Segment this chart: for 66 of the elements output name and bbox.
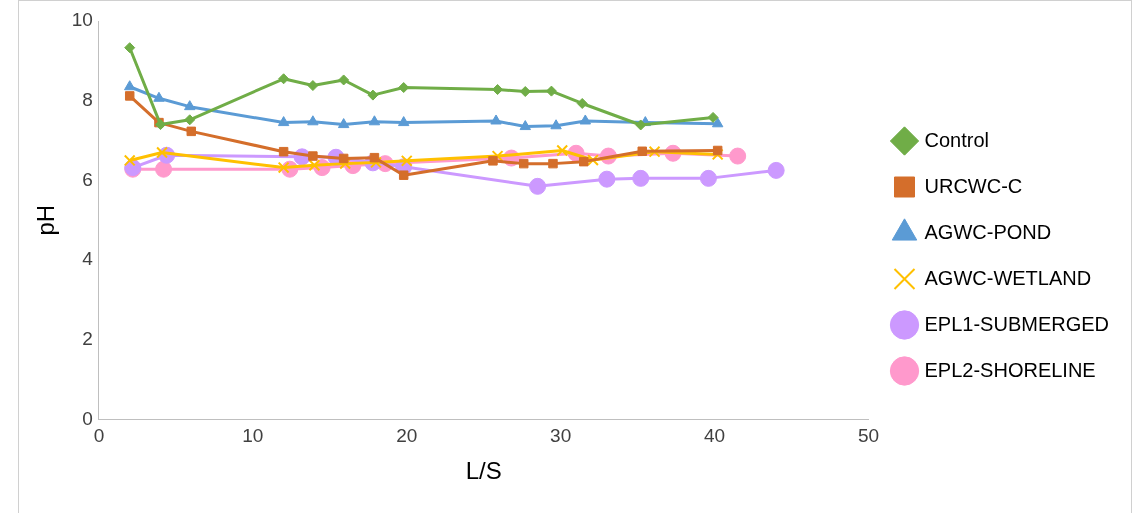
point	[186, 126, 197, 137]
legend-label: AGWC-WETLAND	[924, 266, 1092, 289]
point	[637, 146, 647, 157]
point	[648, 145, 661, 158]
point	[184, 114, 196, 126]
point	[153, 91, 165, 102]
point	[278, 73, 290, 85]
x-tick-label: 10	[242, 425, 264, 447]
y-tick-label: 0	[82, 407, 93, 429]
point	[277, 116, 290, 127]
point	[519, 120, 531, 131]
x-tick-label: 30	[550, 425, 572, 447]
point	[397, 116, 410, 127]
x-tick-label: 20	[396, 425, 418, 447]
legend-label: EPL2-SHORELINE	[924, 358, 1096, 381]
point	[729, 147, 747, 165]
point	[711, 117, 724, 128]
point	[184, 100, 196, 111]
point	[307, 80, 319, 92]
point	[519, 86, 531, 98]
point	[519, 158, 529, 169]
point	[490, 114, 502, 125]
point	[124, 80, 136, 91]
point	[278, 146, 289, 157]
point	[576, 97, 588, 109]
x-tick-label: 40	[704, 425, 726, 447]
legend-label: URCWC-C	[924, 174, 1023, 197]
y-tick-label: 4	[82, 248, 94, 270]
point	[550, 119, 562, 130]
point	[308, 151, 318, 161]
point	[307, 115, 319, 126]
point	[587, 154, 599, 166]
y-tick-label: 10	[71, 9, 93, 31]
y-tick-label: 6	[82, 168, 93, 190]
point	[124, 42, 136, 54]
point	[124, 91, 135, 101]
point	[155, 160, 173, 178]
point	[398, 170, 409, 180]
point	[337, 118, 350, 129]
point	[529, 177, 547, 195]
y-tick-label: 8	[82, 88, 93, 110]
point	[598, 170, 616, 188]
legend-label: Control	[924, 128, 989, 151]
point	[123, 154, 136, 167]
point	[579, 114, 591, 125]
point	[767, 161, 785, 179]
legend-label: EPL1-SUBMERGED	[924, 312, 1110, 335]
point	[712, 145, 723, 156]
point	[367, 89, 379, 101]
point	[548, 158, 558, 169]
point	[488, 156, 498, 166]
point	[338, 153, 349, 164]
point	[632, 169, 650, 187]
x-tick-label: 50	[857, 425, 880, 447]
point	[369, 152, 380, 163]
legend-label: AGWC-POND	[924, 220, 1052, 243]
point	[699, 169, 717, 187]
point	[368, 115, 381, 126]
point	[707, 111, 719, 123]
point	[556, 144, 569, 157]
y-tick-label: 2	[82, 327, 93, 349]
x-axis-title: L/S	[465, 457, 502, 485]
point	[579, 156, 589, 167]
y-axis-title: pH	[32, 204, 60, 236]
point	[338, 74, 350, 86]
point	[308, 159, 321, 172]
